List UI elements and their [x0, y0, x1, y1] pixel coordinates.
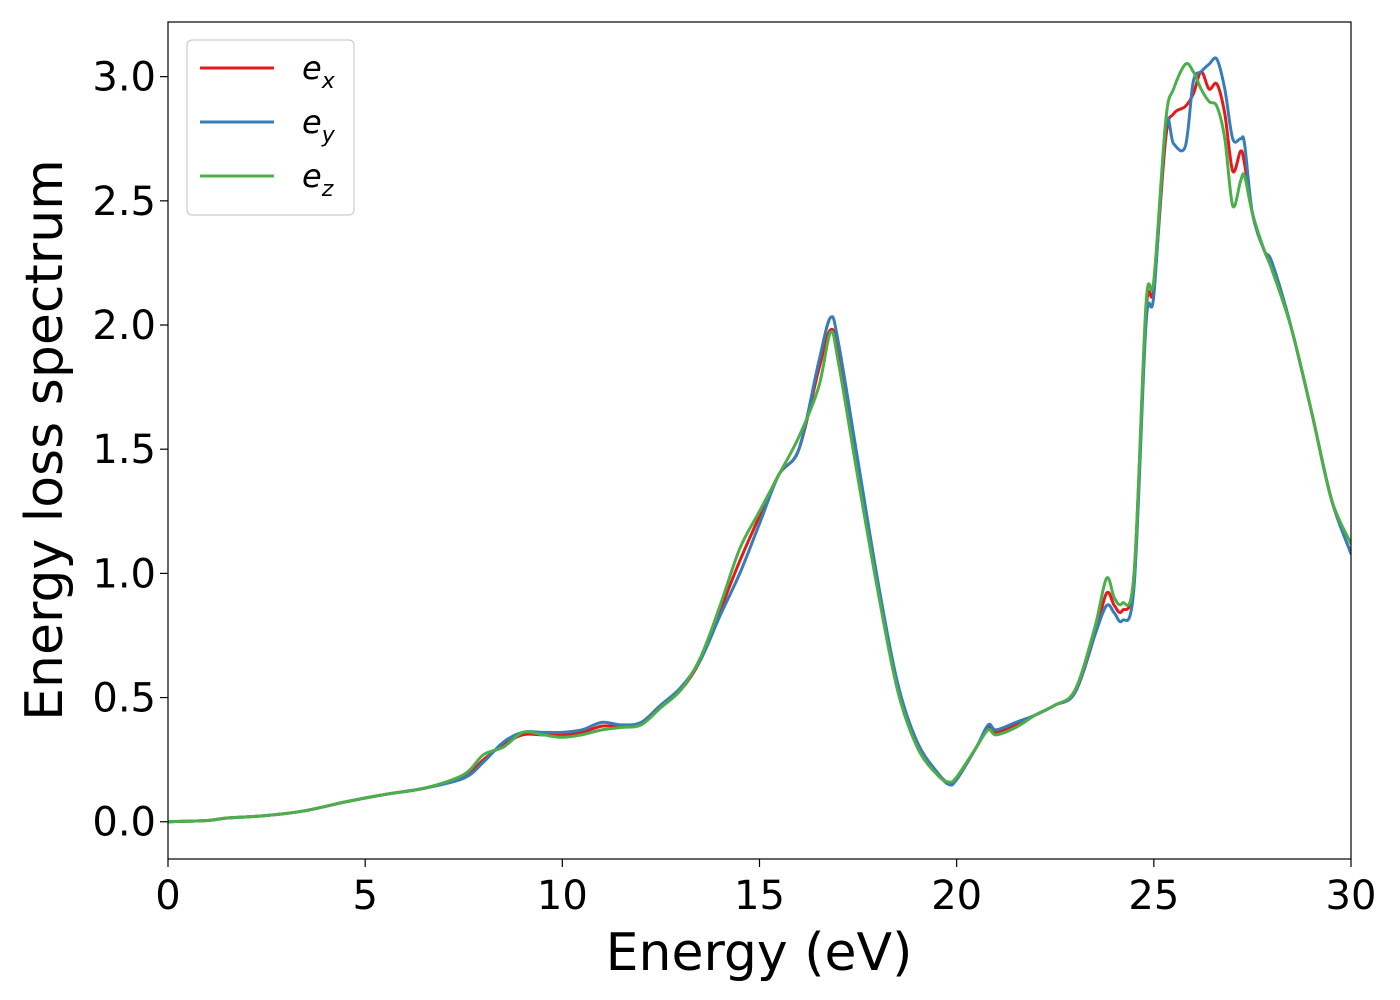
- x-tick-label: 30: [1326, 873, 1377, 919]
- x-tick-label: 10: [537, 873, 588, 919]
- x-axis-label: Energy (eV): [606, 923, 913, 983]
- y-tick-label: 1.0: [92, 551, 156, 597]
- y-tick-label: 1.5: [92, 427, 156, 473]
- x-tick-label: 15: [734, 873, 785, 919]
- y-tick-label: 3.0: [92, 55, 156, 101]
- y-axis-label: Energy loss spectrum: [15, 159, 75, 721]
- series-line-z: [168, 62, 1351, 824]
- y-axis: 0.0 0.5 1.0 1.5 2.0 2.5 3.0: [92, 55, 168, 846]
- legend-label-sub: z: [321, 177, 334, 202]
- x-tick-label: 0: [155, 873, 180, 919]
- legend-label-main: e: [302, 103, 322, 141]
- y-tick-label: 0.5: [92, 676, 156, 722]
- legend-label-y: ey: [302, 103, 336, 148]
- x-tick-label: 5: [352, 873, 377, 919]
- y-tick-label: 2.0: [92, 303, 156, 349]
- x-tick-label: 25: [1128, 873, 1179, 919]
- x-tick-label: 20: [931, 873, 982, 919]
- series-line-y: [168, 56, 1351, 824]
- legend-label-main: e: [302, 157, 322, 195]
- legend-label-z: ez: [302, 157, 334, 202]
- legend-box: [186, 39, 355, 216]
- legend-label-main: e: [302, 49, 322, 87]
- legend-label-x: ex: [302, 49, 336, 94]
- legend-label-sub: x: [321, 69, 336, 94]
- x-axis: 0 5 10 15 20 25 30: [155, 859, 1376, 919]
- legend-label-sub: y: [321, 123, 336, 148]
- y-tick-label: 2.5: [92, 179, 156, 225]
- y-tick-label: 0.0: [92, 800, 156, 846]
- series-layer: [168, 56, 1351, 824]
